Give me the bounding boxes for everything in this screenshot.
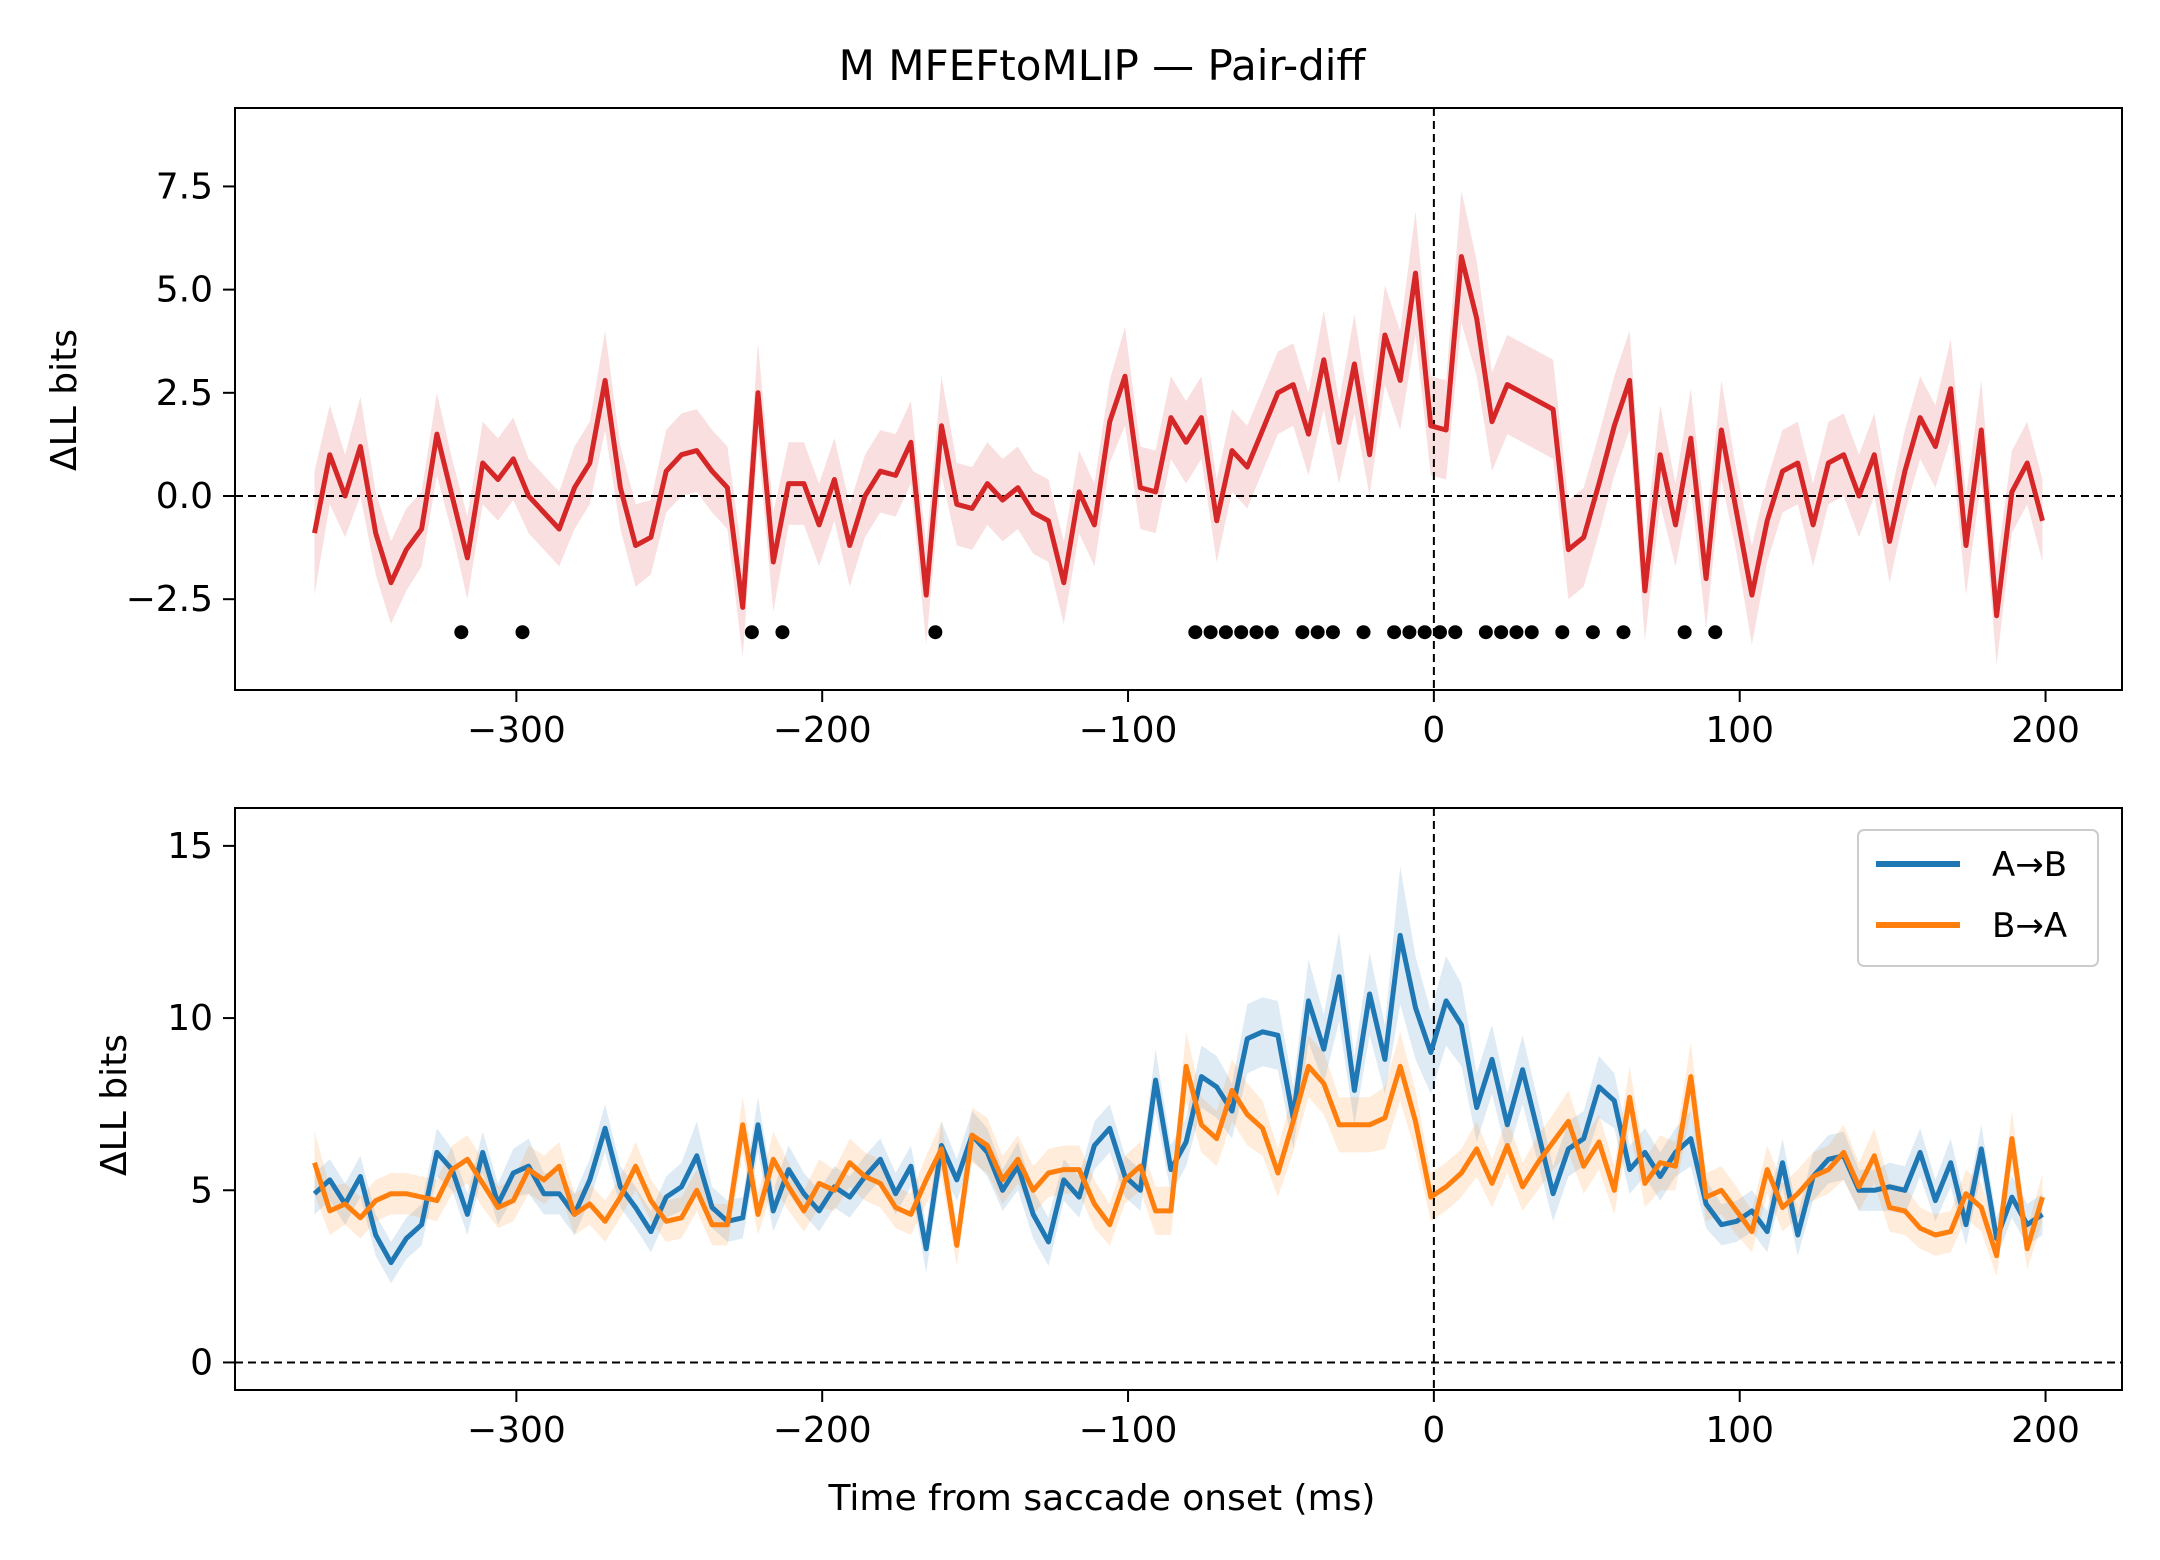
error-band-0 [314, 866, 2043, 1284]
y-tick-label: 2.5 [156, 373, 213, 414]
significance-dot [1218, 625, 1233, 640]
x-tick-label: −200 [773, 1410, 872, 1451]
series-line-0 [312, 254, 2045, 619]
y-tick-label: 10 [167, 998, 213, 1039]
x-tick-label: −200 [773, 710, 872, 751]
legend-label-b-to-a: B→A [1992, 906, 2067, 946]
y-tick-label: 0 [190, 1342, 213, 1383]
x-tick-label: −100 [1079, 1410, 1178, 1451]
significance-dot [1494, 625, 1509, 640]
significance-dot [1708, 625, 1723, 640]
y-axis-label: ΔLL bits [44, 329, 85, 471]
significance-dot [1325, 625, 1340, 640]
x-tick-label: 100 [1705, 710, 1774, 751]
significance-dot [775, 625, 790, 640]
significance-dot [1509, 625, 1524, 640]
significance-dot [1616, 625, 1631, 640]
x-tick-label: 0 [1422, 710, 1445, 751]
plot-frame [234, 807, 2123, 1391]
significance-dot [744, 625, 759, 640]
significance-dot [1203, 625, 1218, 640]
significance-dot [1478, 625, 1493, 640]
significance-dot [1585, 625, 1600, 640]
x-tick-label: −300 [467, 710, 566, 751]
y-tick-label: 0.0 [156, 476, 213, 517]
significance-dot [454, 625, 469, 640]
significance-dot [1234, 625, 1249, 640]
series-line-1 [312, 1063, 2045, 1259]
x-tick-label: 100 [1705, 1410, 1774, 1451]
legend: A→B B→A [1857, 829, 2099, 967]
significance-dot [928, 625, 943, 640]
y-tick-label: −2.5 [126, 579, 213, 620]
plot-frame [234, 107, 2123, 691]
significance-dot [1417, 625, 1432, 640]
y-tick-label: 7.5 [156, 166, 213, 207]
significance-dot [1264, 625, 1279, 640]
significance-dot [1310, 625, 1325, 640]
x-tick-label: −100 [1079, 710, 1178, 751]
x-tick-label: 200 [2011, 710, 2080, 751]
significance-dot [515, 625, 530, 640]
significance-dot [1295, 625, 1310, 640]
x-tick-label: 0 [1422, 1410, 1445, 1451]
significance-dot [1555, 625, 1570, 640]
significance-dot [1524, 625, 1539, 640]
panel-top: ΔLL bits −300 −200 −100 0 100 200 −2.5 0.0 2.5 5.… [44, 107, 2123, 751]
y-tick-label: 15 [167, 826, 213, 867]
significance-dot [1448, 625, 1463, 640]
significance-dot [1432, 625, 1447, 640]
significance-dot [1677, 625, 1692, 640]
chart-title: M MFEFtoMLIP — Pair-diff [839, 41, 1367, 90]
significance-dot [1356, 625, 1371, 640]
significance-dot [1402, 625, 1417, 640]
x-axis-label: Time from saccade onset (ms) [828, 1478, 1376, 1519]
x-tick-label: −300 [467, 1410, 566, 1451]
x-tick-label: 200 [2011, 1410, 2080, 1451]
panel-bottom: ΔLL bits Time from saccade onset (ms) −3… [94, 807, 2123, 1519]
y-tick-label: 5.0 [156, 270, 213, 311]
y-tick-label: 5 [190, 1170, 213, 1211]
legend-label-a-to-b: A→B [1992, 845, 2067, 885]
significance-dot [1387, 625, 1402, 640]
significance-dot [1188, 625, 1203, 640]
y-axis-label: ΔLL bits [94, 1034, 135, 1176]
significance-dot [1249, 625, 1264, 640]
